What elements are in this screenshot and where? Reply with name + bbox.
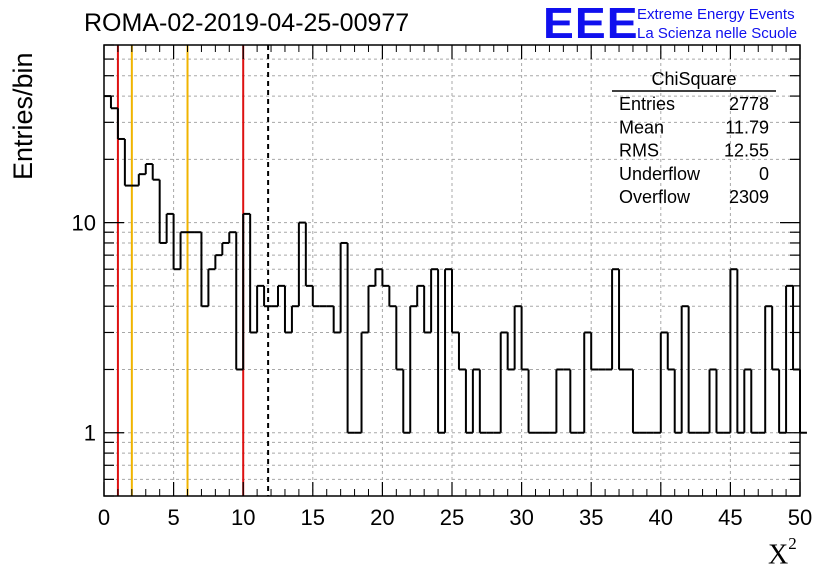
x-tick-label: 50 <box>788 505 812 530</box>
x-axis-label: X2 <box>768 534 797 571</box>
y-tick-label: 1 <box>84 421 96 446</box>
x-tick-label: 0 <box>98 505 110 530</box>
logo-line-1: Extreme Energy Events <box>637 6 795 23</box>
stats-value: 2309 <box>729 187 769 207</box>
stats-title: ChiSquare <box>651 69 736 89</box>
x-tick-label: 30 <box>509 505 533 530</box>
x-tick-label: 45 <box>718 505 742 530</box>
x-tick-label: 20 <box>370 505 394 530</box>
stats-label: Underflow <box>619 164 701 184</box>
stats-value: 2778 <box>729 94 769 114</box>
stats-label: RMS <box>619 141 659 161</box>
x-tick-label: 25 <box>440 505 464 530</box>
stats-value: 12.55 <box>724 141 769 161</box>
stats-value: 0 <box>759 164 769 184</box>
eee-logo: EEE <box>543 0 639 48</box>
logo-line-2: La Scienza nelle Scuole <box>637 25 798 42</box>
stats-label: Entries <box>619 94 675 114</box>
stats-value: 11.79 <box>725 117 769 137</box>
stats-label: Mean <box>619 117 664 137</box>
stats-label: Overflow <box>619 187 691 207</box>
x-tick-label: 10 <box>231 505 255 530</box>
chart-title: ROMA-02-2019-04-25-00977 <box>84 9 410 37</box>
x-tick-label: 40 <box>649 505 673 530</box>
x-tick-label: 35 <box>579 505 603 530</box>
x-tick-label: 5 <box>167 505 179 530</box>
y-tick-label: 10 <box>72 211 96 236</box>
x-tick-label: 15 <box>301 505 325 530</box>
